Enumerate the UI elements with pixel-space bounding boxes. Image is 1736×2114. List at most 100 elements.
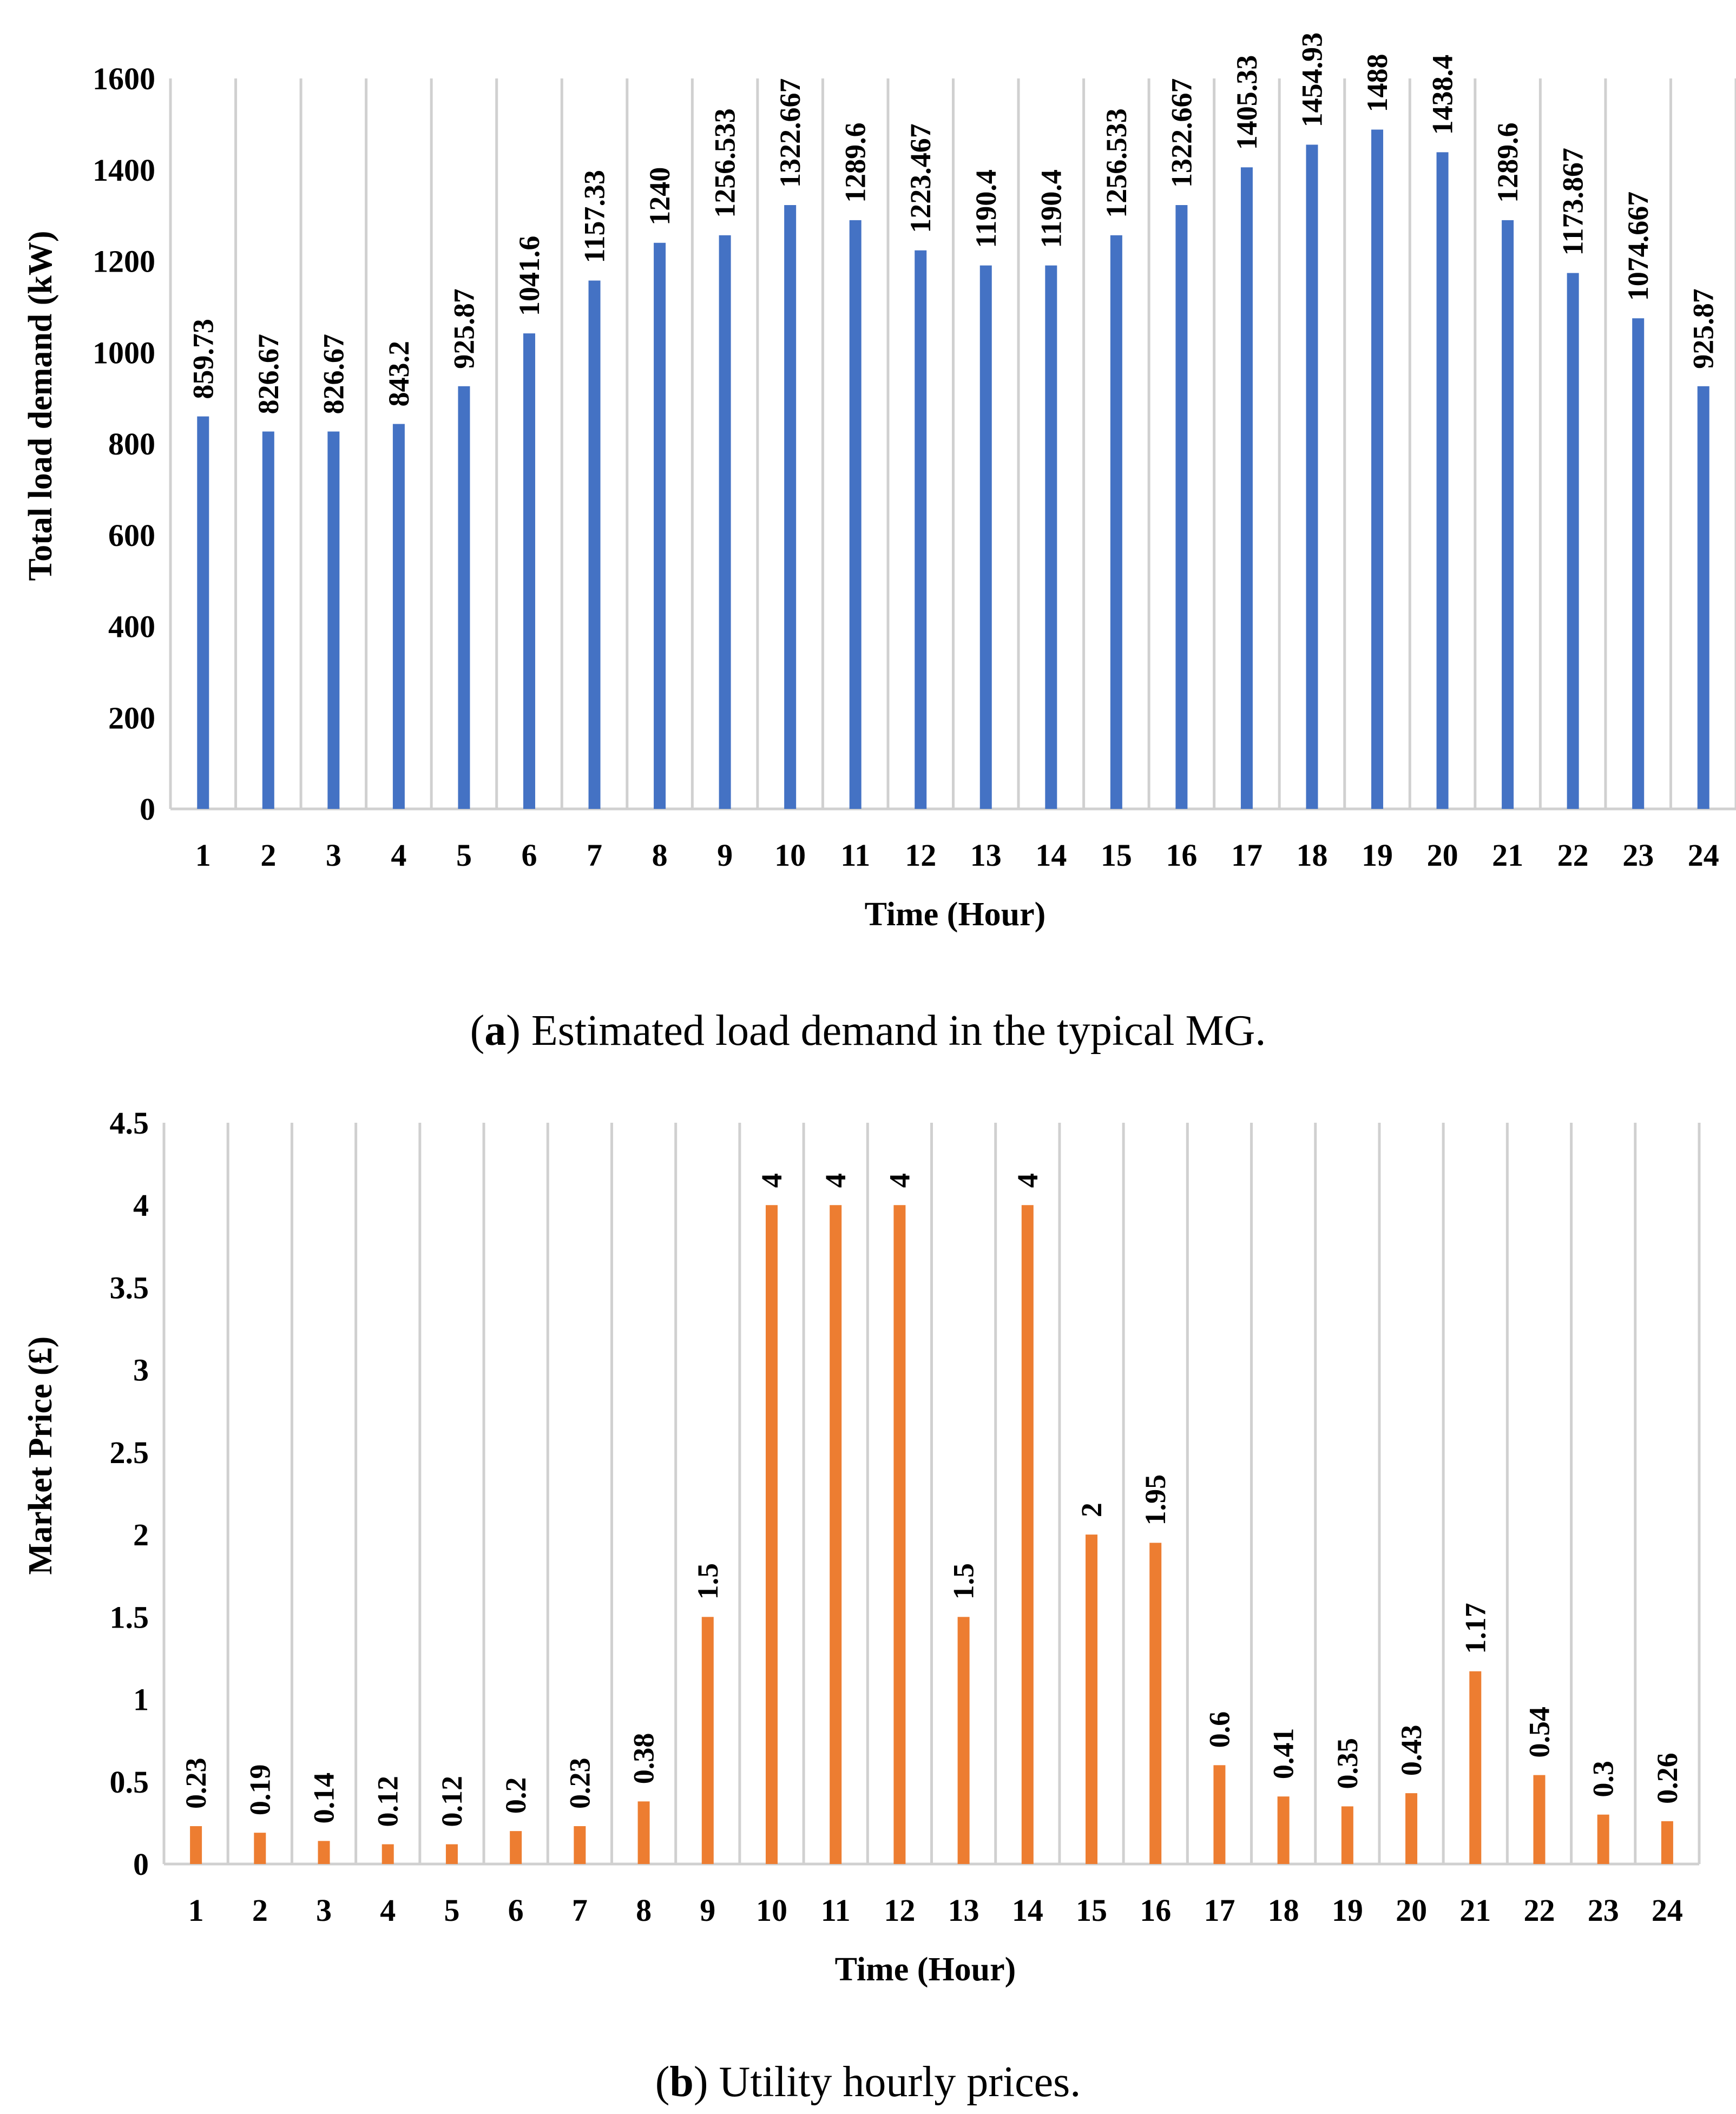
market-price-bar [254, 1833, 266, 1864]
market-price-x-tick-label: 4 [380, 1893, 396, 1928]
market-price-bar [445, 1844, 458, 1864]
load-demand-bar [1045, 265, 1057, 809]
load-demand-bar [979, 265, 992, 809]
caption-a-letter: a [484, 1007, 507, 1055]
market-price-bar [1021, 1205, 1034, 1864]
load-demand-data-label: 1173.867 [1557, 148, 1589, 256]
market-price-x-tick-label: 24 [1652, 1893, 1683, 1928]
market-price-data-label: 0.19 [244, 1764, 276, 1816]
load-demand-y-tick-label: 0 [140, 792, 155, 827]
market-price-data-label: 0.14 [308, 1773, 340, 1824]
load-demand-y-axis-title: Total load demand (kW) [22, 231, 59, 581]
market-price-bar [510, 1831, 522, 1864]
market-price-bar [637, 1801, 650, 1864]
market-price-y-ticks: 0 0.5 1 1.5 2 2.5 3 3.5 4 4.5 [110, 1105, 149, 1882]
load-demand-x-tick-label: 3 [326, 838, 341, 873]
load-demand-data-label: 1256.533 [1100, 108, 1133, 218]
market-price-chart: 0.23 0.19 0.14 0.12 0.12 0.2 0.23 0.381.54 4 41.5… [22, 1105, 1701, 1988]
load-demand-x-tick-label: 9 [717, 838, 733, 873]
market-price-bar [1086, 1535, 1098, 1864]
market-price-bar [382, 1844, 394, 1864]
load-demand-chart: 859.73 826.67 826.67 843.2 925.87 1041.6 1157.… [22, 32, 1736, 933]
load-demand-y-tick-label: 1200 [93, 244, 155, 279]
load-demand-bar [197, 416, 209, 809]
market-price-bar [1405, 1793, 1418, 1864]
load-demand-data-label: 1488 [1361, 54, 1393, 113]
market-price-y-tick-label: 1 [133, 1682, 149, 1717]
market-price-y-tick-label: 2 [133, 1517, 149, 1552]
load-demand-bars [197, 129, 1709, 809]
load-demand-x-tick-label: 21 [1492, 838, 1523, 873]
market-price-x-tick-label: 21 [1459, 1893, 1491, 1928]
load-demand-bar [1632, 318, 1645, 809]
market-price-x-tick-label: 16 [1140, 1893, 1171, 1928]
market-price-data-label: 4 [883, 1173, 916, 1188]
market-price-x-tick-label: 8 [636, 1893, 652, 1928]
load-demand-data-label: 1322.667 [1165, 78, 1198, 188]
load-demand-bar [1502, 220, 1514, 809]
caption-b-letter: b [669, 2058, 694, 2106]
market-price-x-tick-label: 19 [1332, 1893, 1363, 1928]
market-price-bar [574, 1826, 586, 1864]
market-price-data-label: 1.17 [1459, 1603, 1491, 1654]
market-price-x-tick-label: 20 [1396, 1893, 1427, 1928]
market-price-x-tick-label: 1 [188, 1893, 204, 1928]
market-price-data-label: 0.2 [499, 1777, 532, 1814]
market-price-data-label: 1.5 [948, 1563, 980, 1600]
load-demand-bar [1567, 273, 1579, 809]
load-demand-y-tick-label: 1400 [93, 153, 155, 188]
load-demand-data-label: 1041.6 [513, 236, 545, 317]
load-demand-data-label: 1289.6 [1491, 122, 1524, 203]
load-demand-bar [588, 280, 601, 809]
market-price-y-tick-label: 4.5 [110, 1105, 149, 1141]
market-price-x-tick-label: 11 [821, 1893, 851, 1928]
load-demand-data-label: 1240 [643, 167, 676, 226]
load-demand-data-label: 1190.4 [970, 169, 1002, 248]
market-price-x-tick-label: 6 [508, 1893, 524, 1928]
market-price-bar [1149, 1543, 1162, 1864]
load-demand-data-label: 826.67 [252, 334, 285, 414]
caption-a-text: Estimated load demand in the typical MG. [520, 1007, 1266, 1055]
market-price-y-tick-label: 2.5 [110, 1435, 149, 1470]
load-demand-x-tick-label: 5 [456, 838, 472, 873]
load-demand-x-tick-label: 4 [391, 838, 406, 873]
load-demand-y-tick-label: 1600 [93, 61, 155, 96]
market-price-data-label: 4 [1011, 1173, 1044, 1188]
market-price-bar [1533, 1775, 1546, 1864]
load-demand-x-tick-label: 12 [905, 838, 936, 873]
load-demand-x-tick-label: 20 [1427, 838, 1458, 873]
load-demand-x-tick-label: 13 [970, 838, 1002, 873]
market-price-bar [1213, 1765, 1226, 1864]
load-demand-bar [849, 220, 862, 809]
market-price-bar [1341, 1806, 1353, 1864]
load-demand-x-tick-label: 23 [1622, 838, 1654, 873]
load-demand-data-label: 925.87 [1687, 288, 1720, 369]
load-demand-x-tick-label: 11 [840, 838, 870, 873]
market-price-bar [765, 1205, 778, 1864]
market-price-y-tick-label: 0.5 [110, 1764, 149, 1800]
market-price-x-tick-label: 12 [884, 1893, 915, 1928]
load-demand-data-labels: 859.73 826.67 826.67 843.2 925.87 1041.6 1157.… [187, 32, 1719, 414]
market-price-bar [1469, 1671, 1482, 1864]
market-price-x-tick-label: 18 [1268, 1893, 1299, 1928]
load-demand-bar [1175, 205, 1188, 809]
load-demand-bar [784, 205, 797, 809]
load-demand-data-label: 1256.533 [709, 108, 741, 218]
load-demand-y-tick-label: 400 [108, 609, 155, 644]
load-demand-x-tick-label: 17 [1231, 838, 1262, 873]
market-price-x-tick-label: 3 [316, 1893, 332, 1928]
market-price-y-tick-label: 3 [133, 1353, 149, 1388]
load-demand-x-ticks: 1 2 3 4 5 6 7 8 9 10 11 12 13 14 15 16 17 18 19 20 21 22 23 24 [195, 838, 1719, 873]
market-price-data-label: 0.41 [1267, 1728, 1300, 1780]
load-demand-data-label: 1322.667 [774, 78, 806, 188]
load-demand-grid [169, 78, 1736, 811]
market-price-x-ticks: 1 2 3 4 5 6 7 8 9 10 11 12 13 14 15 16 17 18 19 20 21 22 23 24 [188, 1893, 1683, 1928]
market-price-data-labels: 0.23 0.19 0.14 0.12 0.12 0.2 0.23 0.38 1.5 4 4 4 1.5… [180, 1173, 1684, 1827]
market-price-bar [1277, 1796, 1290, 1864]
market-price-x-tick-label: 13 [948, 1893, 979, 1928]
caption-b-text: Utility hourly prices. [708, 2058, 1081, 2106]
load-demand-data-label: 1190.4 [1035, 169, 1067, 248]
load-demand-bar [915, 250, 927, 809]
load-demand-x-tick-label: 1 [195, 838, 211, 873]
load-demand-bar [719, 235, 731, 809]
